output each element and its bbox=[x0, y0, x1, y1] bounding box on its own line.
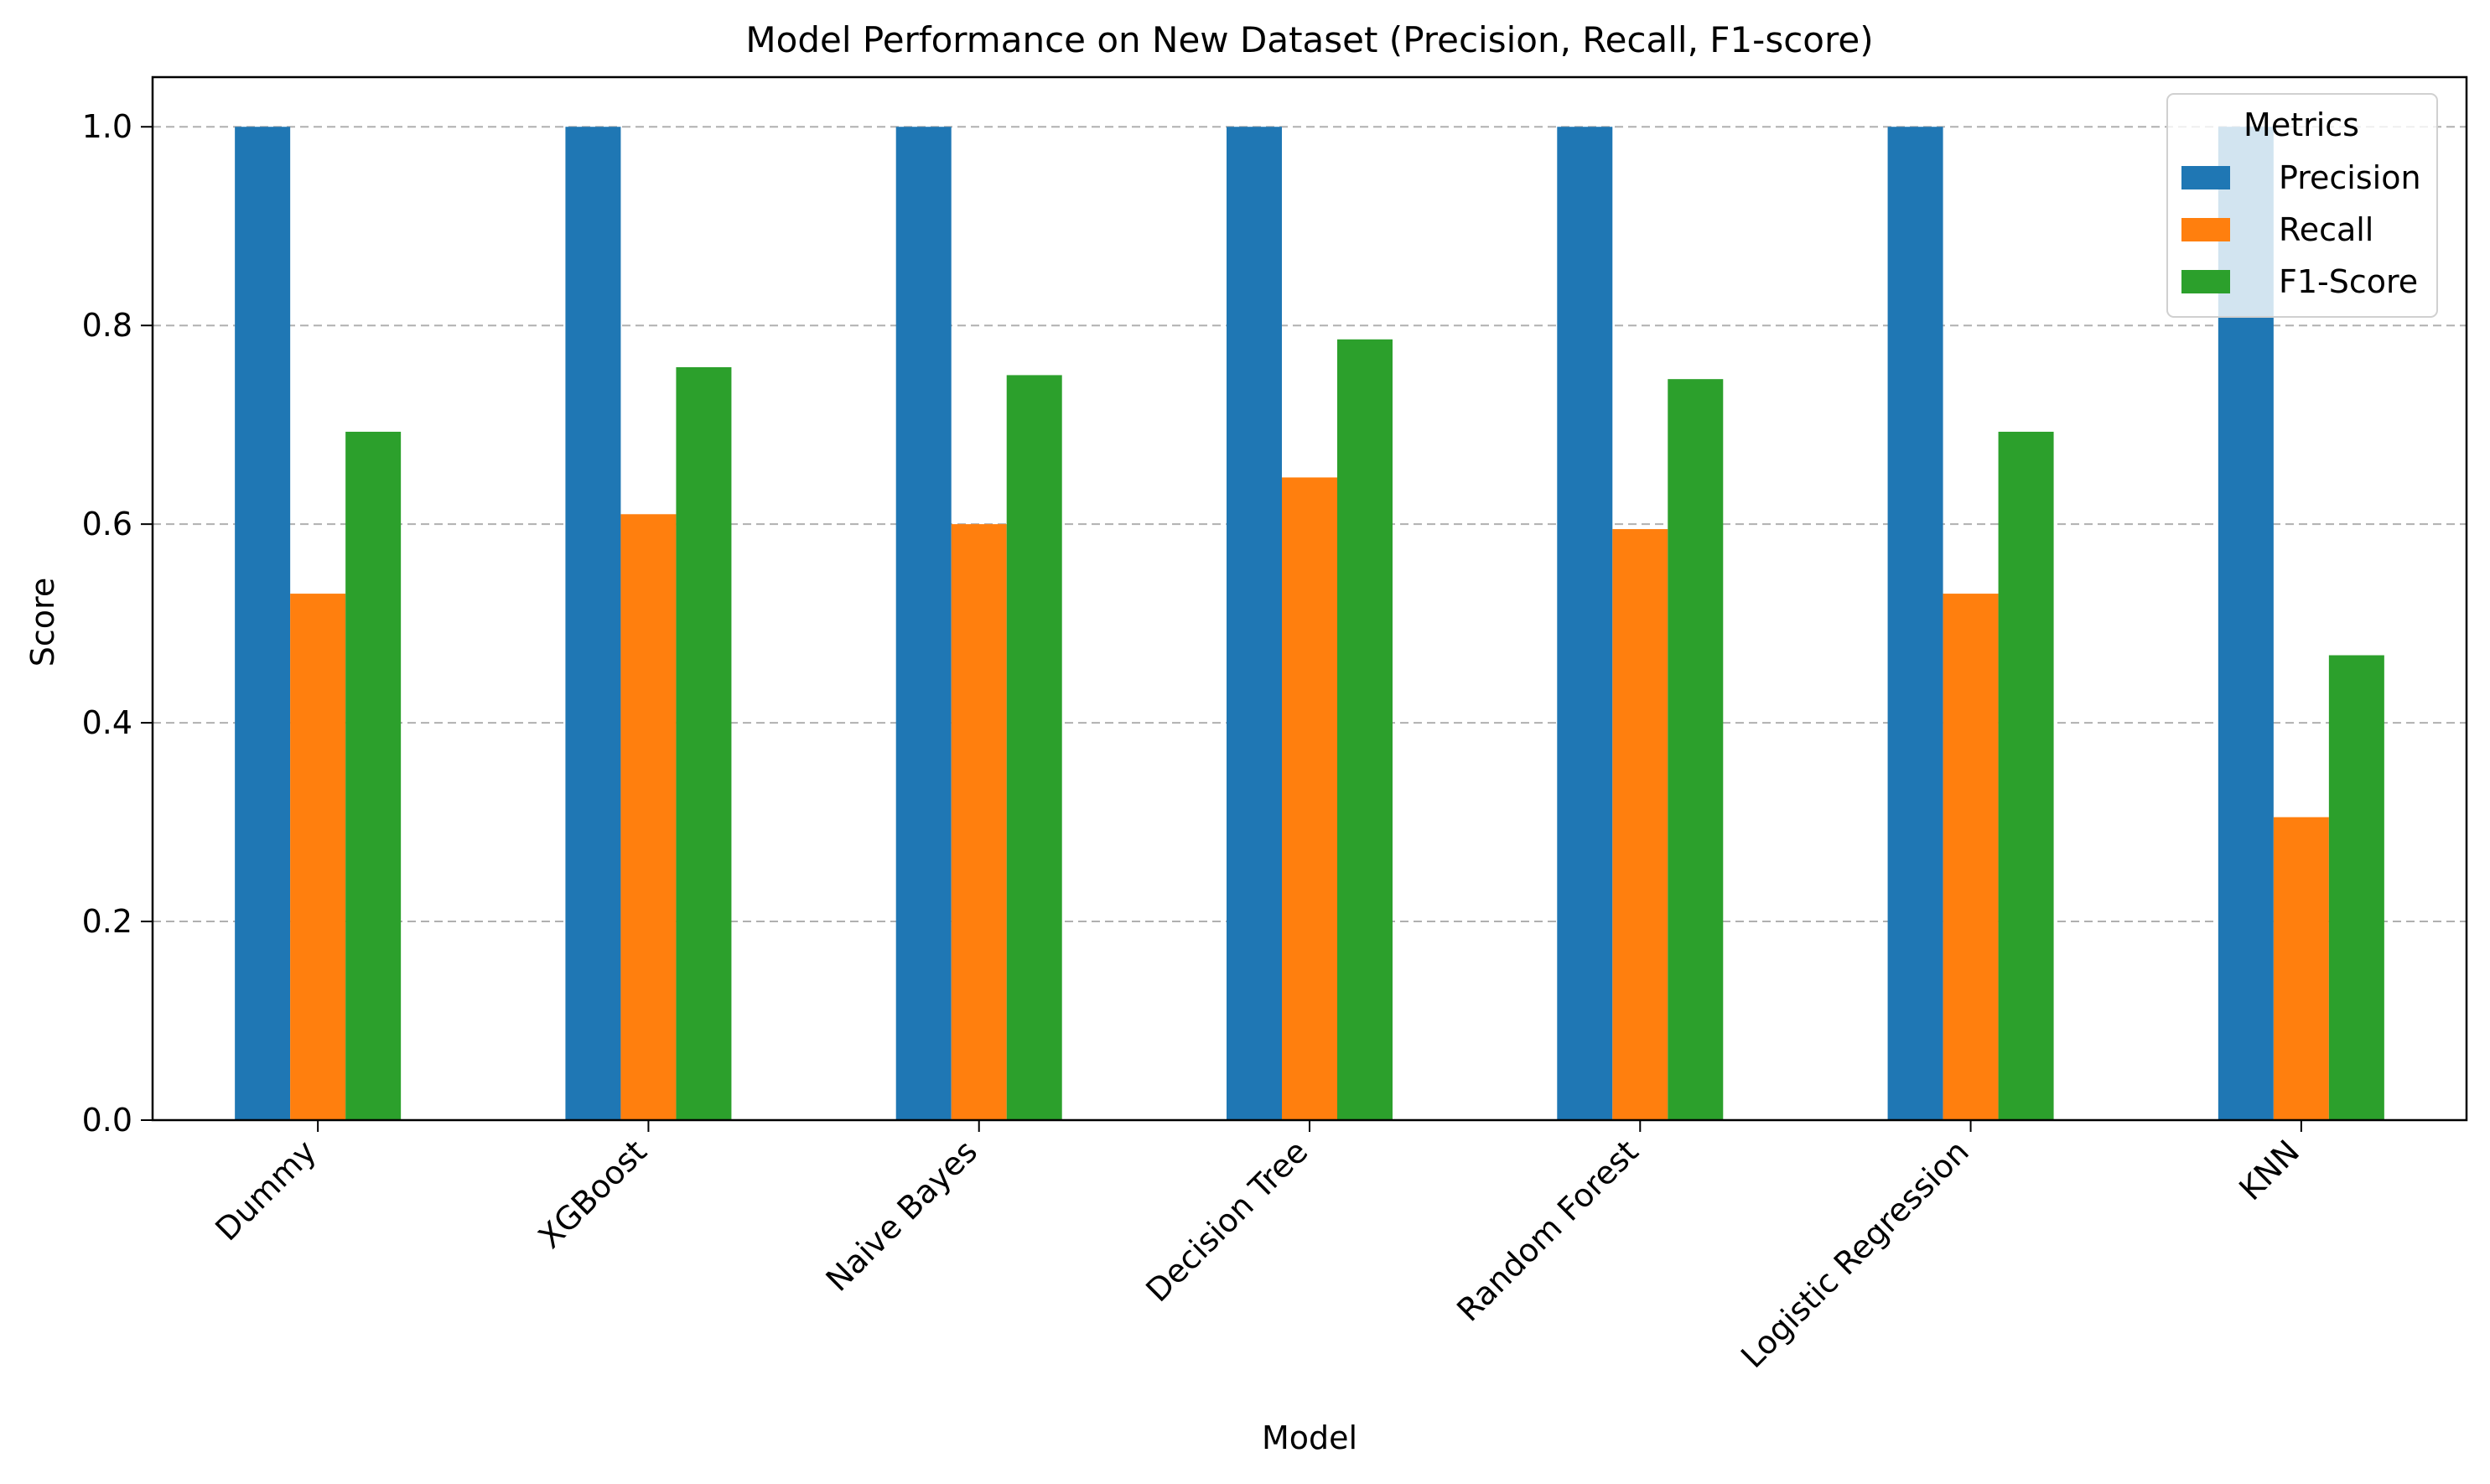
bar-recall bbox=[2273, 817, 2329, 1120]
legend-box bbox=[2166, 93, 2438, 318]
legend-swatch bbox=[2181, 166, 2230, 189]
chart-title: Model Performance on New Dataset (Precis… bbox=[745, 19, 1873, 60]
y-tick-label: 0.6 bbox=[82, 506, 132, 542]
bar-recall bbox=[290, 594, 346, 1120]
bar-f1-score bbox=[1337, 339, 1393, 1121]
bar-precision bbox=[1887, 127, 1943, 1121]
bar-precision bbox=[895, 127, 952, 1121]
bar-f1-score bbox=[2328, 655, 2384, 1120]
legend: Metrics Precision Recall F1-Score bbox=[2166, 93, 2438, 318]
bar-f1-score bbox=[1006, 375, 1062, 1120]
bar-recall bbox=[1282, 477, 1337, 1120]
y-tick-label: 1.0 bbox=[82, 108, 132, 145]
x-axis-label: Model bbox=[1262, 1419, 1357, 1456]
bar-recall bbox=[951, 524, 1007, 1120]
legend-label: Recall bbox=[2279, 211, 2373, 248]
bar-precision bbox=[1227, 127, 1282, 1121]
bar-recall bbox=[1943, 594, 1999, 1120]
legend-label: F1-Score bbox=[2279, 263, 2418, 300]
bar-f1-score bbox=[676, 366, 732, 1121]
bar-recall bbox=[620, 514, 677, 1120]
y-tick-label: 0.4 bbox=[82, 704, 132, 741]
legend-swatch bbox=[2181, 218, 2230, 241]
legend-swatch bbox=[2181, 270, 2230, 293]
y-tick-label: 0.8 bbox=[82, 307, 132, 344]
y-tick-label: 0.0 bbox=[82, 1102, 132, 1139]
bar-f1-score bbox=[1998, 431, 2054, 1120]
legend-label: Precision bbox=[2279, 159, 2421, 196]
bar-precision bbox=[1557, 127, 1613, 1121]
bar-precision bbox=[565, 127, 621, 1121]
bar-f1-score bbox=[345, 431, 402, 1120]
bar-recall bbox=[1612, 529, 1668, 1120]
bar-f1-score bbox=[1668, 379, 1724, 1121]
y-axis-label: Score bbox=[24, 578, 61, 667]
legend-items: Precision Recall F1-Score bbox=[2181, 159, 2421, 300]
bar-precision bbox=[235, 127, 291, 1121]
y-tick-label: 0.2 bbox=[82, 903, 132, 940]
legend-title: Metrics bbox=[2244, 106, 2359, 143]
